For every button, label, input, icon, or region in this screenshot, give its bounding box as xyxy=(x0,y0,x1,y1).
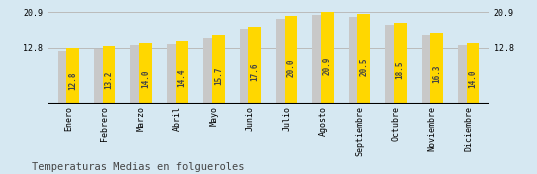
Bar xyxy=(285,16,297,104)
Bar xyxy=(321,12,334,104)
Bar xyxy=(130,45,143,104)
Text: 14.4: 14.4 xyxy=(177,69,186,87)
Text: 20.5: 20.5 xyxy=(359,57,368,76)
Bar xyxy=(276,19,289,104)
Text: 20.9: 20.9 xyxy=(323,56,332,75)
Text: 17.6: 17.6 xyxy=(250,63,259,81)
Text: 14.0: 14.0 xyxy=(141,69,150,88)
Bar xyxy=(467,43,480,104)
Bar xyxy=(248,27,261,104)
Bar xyxy=(385,26,398,104)
Text: Temperaturas Medias en folgueroles: Temperaturas Medias en folgueroles xyxy=(32,162,245,172)
Text: 20.0: 20.0 xyxy=(287,58,295,77)
Bar xyxy=(212,35,224,104)
Bar xyxy=(430,33,443,104)
Bar xyxy=(313,15,325,104)
Bar xyxy=(349,17,361,104)
Bar xyxy=(67,48,79,104)
Text: 15.7: 15.7 xyxy=(214,66,223,85)
Bar xyxy=(203,38,216,104)
Bar xyxy=(94,49,107,104)
Bar xyxy=(139,43,152,104)
Bar xyxy=(176,41,188,104)
Bar xyxy=(458,45,470,104)
Bar xyxy=(240,29,252,104)
Text: 16.3: 16.3 xyxy=(432,65,441,84)
Bar xyxy=(103,46,115,104)
Bar xyxy=(167,44,179,104)
Bar xyxy=(57,51,70,104)
Text: 12.8: 12.8 xyxy=(68,72,77,90)
Bar xyxy=(358,14,370,104)
Bar xyxy=(422,35,434,104)
Bar xyxy=(394,23,407,104)
Text: 13.2: 13.2 xyxy=(105,71,114,89)
Text: 14.0: 14.0 xyxy=(468,69,477,88)
Text: 18.5: 18.5 xyxy=(396,61,405,79)
